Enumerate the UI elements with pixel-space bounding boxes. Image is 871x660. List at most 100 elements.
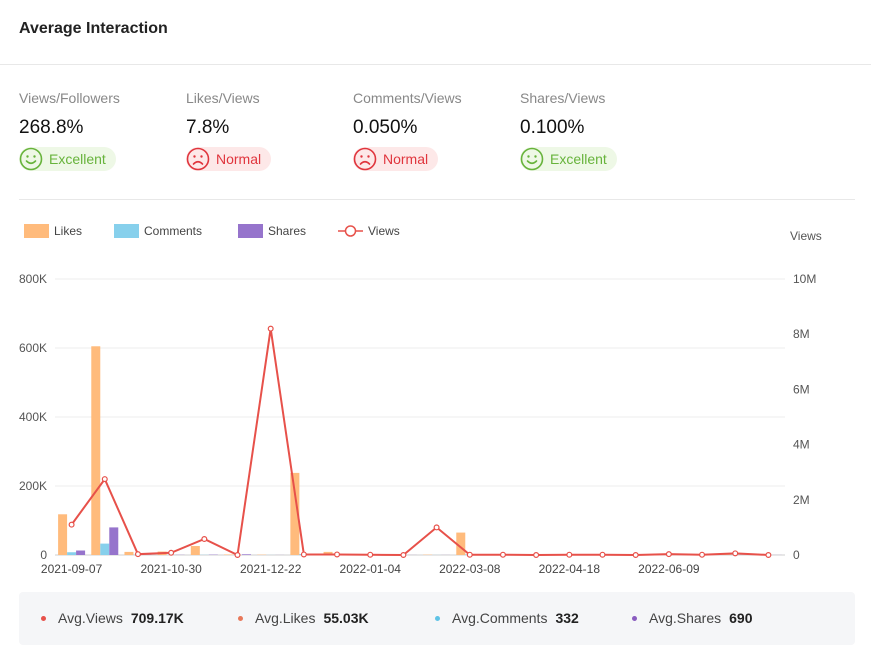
shares-bar[interactable] xyxy=(109,527,119,555)
x-tick-label: 2022-06-09 xyxy=(638,562,700,576)
status-text: Normal xyxy=(383,151,429,167)
views-point[interactable] xyxy=(334,551,341,558)
metric-comments-views: Comments/Views 0.050% Normal xyxy=(353,90,513,176)
comments-bar[interactable] xyxy=(67,552,77,555)
views-point[interactable] xyxy=(632,552,639,559)
summary-label: Avg.Comments xyxy=(452,610,548,626)
metric-value: 0.100% xyxy=(520,117,585,138)
legend-views[interactable]: Views xyxy=(338,224,400,238)
status-badge: Normal xyxy=(353,147,439,171)
views-point[interactable] xyxy=(234,552,241,559)
views-point[interactable] xyxy=(68,521,75,528)
card-title: Average Interaction xyxy=(19,20,168,37)
views-point[interactable] xyxy=(400,552,407,559)
x-tick-label: 2021-09-07 xyxy=(41,562,103,576)
likes-bar[interactable] xyxy=(456,532,466,555)
y-tick-right: 8M xyxy=(793,327,810,341)
metric-shares-views: Shares/Views 0.100% Excellent xyxy=(520,90,680,176)
legend-label: Likes xyxy=(54,224,82,238)
likes-bar[interactable] xyxy=(224,554,233,555)
likes-bar[interactable] xyxy=(124,551,134,555)
frown-icon xyxy=(186,147,210,171)
x-tick-label: 2022-01-04 xyxy=(340,562,402,576)
frown-icon xyxy=(353,147,377,171)
shares-bar[interactable] xyxy=(242,554,251,555)
dot-icon xyxy=(435,615,440,621)
views-point[interactable] xyxy=(267,325,274,332)
summary-avg-views: Avg.Views 709.17K xyxy=(41,610,184,626)
comments-bar[interactable] xyxy=(100,543,110,555)
legend-swatch-marker xyxy=(344,225,357,237)
x-tick-label: 2022-03-08 xyxy=(439,562,501,576)
views-point[interactable] xyxy=(101,476,108,483)
summary-label: Avg.Likes xyxy=(255,610,316,626)
summary-bar: Avg.Views 709.17K Avg.Likes 55.03K Avg.C… xyxy=(19,592,855,645)
views-point[interactable] xyxy=(732,550,739,557)
views-point[interactable] xyxy=(599,551,606,558)
dot-icon xyxy=(238,615,243,621)
status-text: Excellent xyxy=(49,151,106,167)
y-tick-right: 4M xyxy=(793,438,810,452)
views-point[interactable] xyxy=(367,551,374,558)
metric-views-followers: Views/Followers 268.8% Excellent xyxy=(19,90,179,176)
x-tick-label: 2021-12-22 xyxy=(240,562,302,576)
smile-icon xyxy=(520,147,544,171)
metrics-row: Views/Followers 268.8% Excellent Likes/V… xyxy=(0,64,871,200)
x-tick-label: 2022-04-18 xyxy=(539,562,601,576)
views-point[interactable] xyxy=(566,551,573,558)
metric-value: 268.8% xyxy=(19,117,84,138)
metric-value: 0.050% xyxy=(353,117,418,138)
y-tick-right: 2M xyxy=(793,493,810,507)
likes-bar[interactable] xyxy=(323,551,333,555)
y-tick-right: 0 xyxy=(793,548,800,562)
legend-swatch xyxy=(114,224,139,238)
views-point[interactable] xyxy=(433,524,440,531)
summary-avg-shares: Avg.Shares 690 xyxy=(632,610,752,626)
views-point[interactable] xyxy=(665,551,672,558)
status-badge: Excellent xyxy=(520,147,617,171)
legend-comments[interactable]: Comments xyxy=(114,224,202,238)
views-point[interactable] xyxy=(201,535,208,542)
legend-label: Views xyxy=(368,224,400,238)
views-point[interactable] xyxy=(765,552,772,559)
views-point[interactable] xyxy=(134,551,141,558)
metric-value: 7.8% xyxy=(186,117,230,138)
y-tick-left: 200K xyxy=(19,479,47,493)
summary-value: 55.03K xyxy=(323,610,369,626)
status-badge: Excellent xyxy=(19,147,116,171)
legend-shares[interactable]: Shares xyxy=(238,224,306,238)
views-point[interactable] xyxy=(533,552,540,559)
summary-value: 709.17K xyxy=(130,610,184,626)
metric-label: Views/Followers xyxy=(19,90,120,106)
likes-bar[interactable] xyxy=(58,514,68,555)
status-text: Excellent xyxy=(550,151,607,167)
legend-label: Comments xyxy=(144,224,202,238)
y-tick-left: 600K xyxy=(19,341,47,355)
shares-bar[interactable] xyxy=(76,550,86,555)
views-point[interactable] xyxy=(499,551,506,558)
legend-likes[interactable]: Likes xyxy=(24,224,82,238)
metric-likes-views: Likes/Views 7.8% Normal xyxy=(186,90,346,176)
legend-label: Shares xyxy=(268,224,306,238)
likes-bar[interactable] xyxy=(190,546,200,555)
views-point[interactable] xyxy=(699,551,706,558)
likes-bar[interactable] xyxy=(91,346,101,555)
views-point[interactable] xyxy=(466,551,473,558)
y-tick-right: 6M xyxy=(793,382,810,396)
y-tick-left: 800K xyxy=(19,272,47,286)
card-header: Average Interaction xyxy=(0,0,871,65)
summary-avg-likes: Avg.Likes 55.03K xyxy=(238,610,369,626)
x-tick-label: 2021-10-30 xyxy=(140,562,202,576)
views-line xyxy=(70,328,769,557)
views-point[interactable] xyxy=(300,551,307,558)
status-badge: Normal xyxy=(186,147,272,171)
likes-bar[interactable] xyxy=(290,472,300,555)
interaction-chart: 0 200K 400K 600K 800K 0 2M 4M 6M 8M 10M Views 2021-0… xyxy=(19,224,822,576)
dot-icon xyxy=(41,615,46,621)
summary-avg-comments: Avg.Comments 332 xyxy=(435,610,579,626)
y-tick-left: 400K xyxy=(19,410,47,424)
status-text: Normal xyxy=(216,151,262,167)
views-point[interactable] xyxy=(168,549,175,556)
metric-label: Likes/Views xyxy=(186,90,260,106)
section-divider xyxy=(19,199,855,200)
